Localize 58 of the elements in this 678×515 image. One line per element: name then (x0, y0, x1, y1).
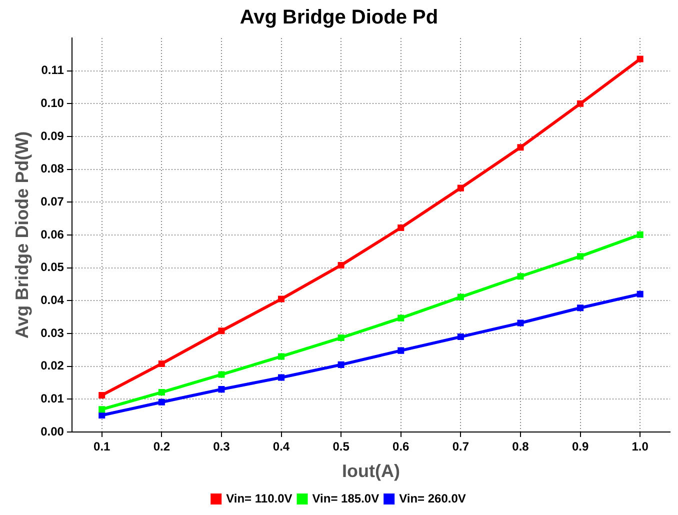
y-tick-label: 0.04 (40, 292, 64, 307)
point (636, 56, 644, 62)
x-axis-title: Iout(A) (342, 461, 400, 482)
legend-label: Vin= 260.0V (399, 491, 466, 506)
y-tick-label: 0.08 (40, 162, 64, 176)
point (457, 184, 464, 192)
point (278, 296, 285, 302)
point (457, 334, 464, 340)
point (218, 386, 225, 393)
point (338, 334, 344, 342)
point (577, 100, 584, 107)
y-tick-label: 0.03 (40, 326, 64, 340)
x-tick-label: 0.6 (392, 440, 410, 454)
point (98, 406, 106, 413)
point (98, 412, 106, 419)
y-axis-title: Avg Bridge Diode Pd(W) (12, 131, 32, 339)
point (278, 353, 285, 360)
point (338, 262, 344, 268)
point (398, 347, 404, 354)
point (517, 273, 524, 280)
point (636, 290, 644, 298)
point (398, 224, 404, 232)
y-tick-label: 0.05 (40, 260, 64, 274)
y-tick-label: 0.09 (40, 128, 64, 143)
point (218, 328, 225, 334)
y-tick-label: 0.02 (40, 358, 64, 373)
x-tick-label: 0.8 (512, 440, 530, 454)
point (517, 320, 524, 326)
x-tick-label: 0.9 (572, 440, 589, 454)
point (278, 374, 285, 381)
point (636, 231, 644, 238)
y-tick-label: 0.01 (40, 391, 64, 406)
y-tick-label: 0.00 (40, 424, 64, 438)
x-tick-label: 0.3 (213, 440, 230, 454)
y-tick-label: 0.10 (40, 96, 64, 110)
y-tick-label: 0.07 (40, 194, 64, 208)
x-tick-label: 0.5 (332, 440, 350, 454)
point (577, 253, 584, 260)
point (158, 360, 165, 367)
point (158, 389, 165, 396)
legend-label: Vin= 110.0V (226, 491, 292, 506)
x-tick-label: 0.1 (94, 440, 111, 454)
point (398, 314, 404, 322)
x-tick-label: 1.0 (632, 440, 649, 454)
point (158, 398, 165, 406)
y-tick-label: 0.06 (40, 227, 64, 242)
y-tick-label: 0.11 (41, 63, 64, 78)
point (218, 371, 225, 378)
point (338, 361, 344, 368)
point (577, 304, 584, 312)
x-tick-label: 0.7 (452, 440, 470, 454)
legend-label: Vin= 185.0V (312, 491, 380, 506)
x-tick-label: 0.2 (153, 440, 170, 454)
point (517, 144, 524, 151)
chart-title: Avg Bridge Diode Pd (240, 6, 438, 29)
x-tick-label: 0.4 (272, 440, 290, 454)
point (457, 294, 464, 300)
point (98, 392, 106, 398)
